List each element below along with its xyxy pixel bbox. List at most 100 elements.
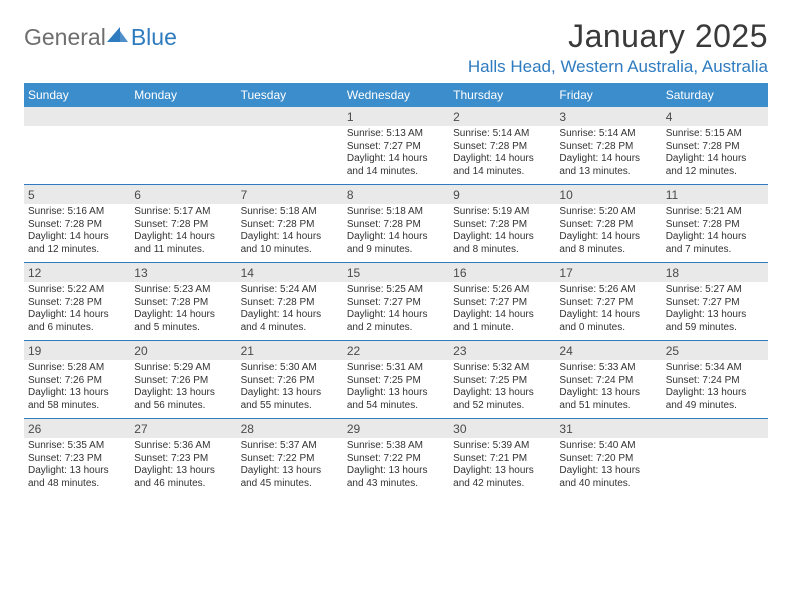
day-cell-line: Daylight: 14 hours [347, 231, 445, 244]
day-body-row: Sunrise: 5:22 AMSunset: 7:28 PMDaylight:… [24, 282, 768, 341]
day-cell-line: Sunset: 7:25 PM [347, 375, 445, 388]
day-cell-line: and 5 minutes. [134, 322, 232, 335]
day-cell-line: and 13 minutes. [559, 166, 657, 179]
day-cell: Sunrise: 5:19 AMSunset: 7:28 PMDaylight:… [449, 204, 555, 262]
day-cell: Sunrise: 5:18 AMSunset: 7:28 PMDaylight:… [343, 204, 449, 262]
day-cell: Sunrise: 5:37 AMSunset: 7:22 PMDaylight:… [237, 438, 343, 496]
day-cell-line: Sunset: 7:22 PM [241, 453, 339, 466]
day-cell-line: Sunrise: 5:13 AM [347, 128, 445, 141]
day-cell: Sunrise: 5:26 AMSunset: 7:27 PMDaylight:… [555, 282, 661, 340]
location-subtitle: Halls Head, Western Australia, Australia [468, 57, 768, 77]
day-cell-line: Daylight: 14 hours [559, 153, 657, 166]
day-cell: Sunrise: 5:24 AMSunset: 7:28 PMDaylight:… [237, 282, 343, 340]
day-cell-line: Sunset: 7:23 PM [134, 453, 232, 466]
day-cell-line: and 14 minutes. [453, 166, 551, 179]
day-number-row: 12131415161718 [24, 263, 768, 282]
day-cell-line: and 12 minutes. [28, 244, 126, 257]
day-cell-line: Sunset: 7:28 PM [559, 141, 657, 154]
day-cell-line: Daylight: 13 hours [666, 387, 764, 400]
day-cell-line: Sunrise: 5:24 AM [241, 284, 339, 297]
day-cell-line: Sunrise: 5:27 AM [666, 284, 764, 297]
page-header: General Blue January 2025 Halls Head, We… [24, 18, 768, 77]
day-cell-line: Sunrise: 5:16 AM [28, 206, 126, 219]
day-cell-line: Daylight: 13 hours [347, 387, 445, 400]
day-cell-line: Daylight: 14 hours [241, 231, 339, 244]
day-cell-line: Sunset: 7:27 PM [347, 297, 445, 310]
weekday-tuesday: Tuesday [237, 83, 343, 107]
day-cell-line: Sunrise: 5:32 AM [453, 362, 551, 375]
day-cell-line: Sunrise: 5:14 AM [559, 128, 657, 141]
weekday-sunday: Sunday [24, 83, 130, 107]
day-cell-line: Sunrise: 5:17 AM [134, 206, 232, 219]
day-cell-line: Sunset: 7:28 PM [134, 297, 232, 310]
day-number: 25 [662, 341, 768, 360]
day-number: 16 [449, 263, 555, 282]
day-cell-line: and 4 minutes. [241, 322, 339, 335]
day-cell: Sunrise: 5:22 AMSunset: 7:28 PMDaylight:… [24, 282, 130, 340]
day-cell [662, 438, 768, 496]
day-cell: Sunrise: 5:16 AMSunset: 7:28 PMDaylight:… [24, 204, 130, 262]
day-cell-line: Sunrise: 5:38 AM [347, 440, 445, 453]
brand-triangle-icon [107, 26, 129, 49]
day-cell-line: Sunset: 7:27 PM [666, 297, 764, 310]
day-cell: Sunrise: 5:33 AMSunset: 7:24 PMDaylight:… [555, 360, 661, 418]
day-cell-line: and 8 minutes. [453, 244, 551, 257]
day-cell: Sunrise: 5:26 AMSunset: 7:27 PMDaylight:… [449, 282, 555, 340]
day-cell-line: Sunset: 7:28 PM [666, 141, 764, 154]
day-cell-line: and 45 minutes. [241, 478, 339, 491]
day-number [24, 107, 130, 126]
day-cell-line: Sunrise: 5:20 AM [559, 206, 657, 219]
day-cell: Sunrise: 5:20 AMSunset: 7:28 PMDaylight:… [555, 204, 661, 262]
day-cell-line: Sunrise: 5:26 AM [453, 284, 551, 297]
day-cell-line: Sunrise: 5:19 AM [453, 206, 551, 219]
day-cell-line: Sunrise: 5:35 AM [28, 440, 126, 453]
day-cell-line: and 52 minutes. [453, 400, 551, 413]
day-cell-line: Daylight: 14 hours [666, 231, 764, 244]
day-cell-line: Sunrise: 5:40 AM [559, 440, 657, 453]
day-number: 5 [24, 185, 130, 204]
weekday-saturday: Saturday [662, 83, 768, 107]
day-cell-line: and 54 minutes. [347, 400, 445, 413]
day-cell-line: Sunset: 7:23 PM [28, 453, 126, 466]
day-cell-line: Daylight: 14 hours [559, 231, 657, 244]
day-number: 30 [449, 419, 555, 438]
day-number: 23 [449, 341, 555, 360]
day-number: 26 [24, 419, 130, 438]
day-cell: Sunrise: 5:29 AMSunset: 7:26 PMDaylight:… [130, 360, 236, 418]
calendar-weeks: 1234Sunrise: 5:13 AMSunset: 7:27 PMDayli… [24, 107, 768, 496]
day-cell-line: Sunrise: 5:34 AM [666, 362, 764, 375]
day-cell-line: Sunset: 7:28 PM [241, 297, 339, 310]
day-cell-line: Sunset: 7:27 PM [453, 297, 551, 310]
day-cell-line: Sunrise: 5:15 AM [666, 128, 764, 141]
day-body-row: Sunrise: 5:13 AMSunset: 7:27 PMDaylight:… [24, 126, 768, 185]
day-cell-line: Daylight: 13 hours [666, 309, 764, 322]
day-cell-line: and 11 minutes. [134, 244, 232, 257]
weekday-friday: Friday [555, 83, 661, 107]
day-number: 15 [343, 263, 449, 282]
day-cell: Sunrise: 5:31 AMSunset: 7:25 PMDaylight:… [343, 360, 449, 418]
day-cell-line: Daylight: 14 hours [347, 309, 445, 322]
day-body-row: Sunrise: 5:28 AMSunset: 7:26 PMDaylight:… [24, 360, 768, 419]
day-cell-line: Daylight: 13 hours [453, 465, 551, 478]
day-cell: Sunrise: 5:25 AMSunset: 7:27 PMDaylight:… [343, 282, 449, 340]
day-cell-line: Sunrise: 5:33 AM [559, 362, 657, 375]
day-cell-line: and 56 minutes. [134, 400, 232, 413]
day-cell-line: Daylight: 13 hours [347, 465, 445, 478]
day-number: 19 [24, 341, 130, 360]
day-cell-line: Sunset: 7:28 PM [453, 141, 551, 154]
day-cell: Sunrise: 5:27 AMSunset: 7:27 PMDaylight:… [662, 282, 768, 340]
day-cell-line: and 1 minute. [453, 322, 551, 335]
day-cell-line: Daylight: 13 hours [453, 387, 551, 400]
day-cell: Sunrise: 5:13 AMSunset: 7:27 PMDaylight:… [343, 126, 449, 184]
day-cell-line: and 48 minutes. [28, 478, 126, 491]
day-cell-line: and 2 minutes. [347, 322, 445, 335]
day-number: 2 [449, 107, 555, 126]
day-cell-line: Sunrise: 5:25 AM [347, 284, 445, 297]
day-number: 21 [237, 341, 343, 360]
day-cell-line: Sunset: 7:24 PM [559, 375, 657, 388]
day-cell-line: Sunset: 7:28 PM [134, 219, 232, 232]
day-cell: Sunrise: 5:40 AMSunset: 7:20 PMDaylight:… [555, 438, 661, 496]
day-cell-line: Sunset: 7:22 PM [347, 453, 445, 466]
day-number [130, 107, 236, 126]
day-cell: Sunrise: 5:34 AMSunset: 7:24 PMDaylight:… [662, 360, 768, 418]
